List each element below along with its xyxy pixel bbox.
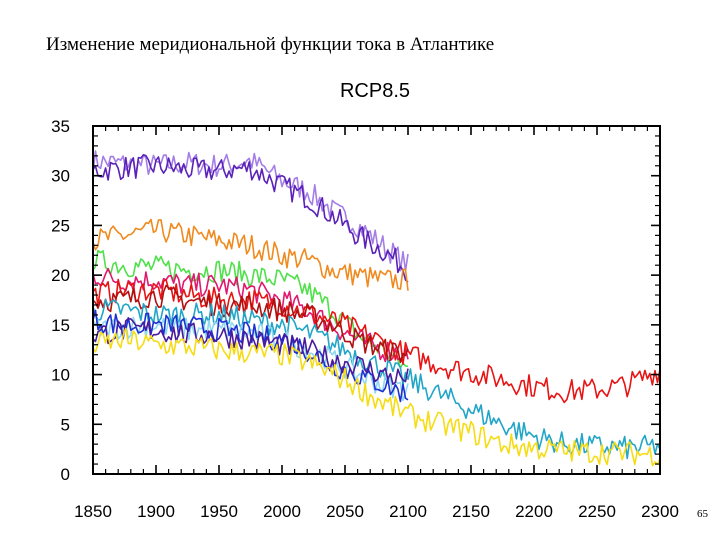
- chart-title: RCP8.5: [340, 80, 410, 102]
- series-layer: [92, 150, 661, 467]
- x-tick-label: 2050: [326, 502, 364, 521]
- x-tick-label: 2000: [263, 502, 301, 521]
- page-number: 65: [697, 508, 708, 520]
- x-tick-label: 1900: [137, 502, 175, 521]
- y-tick-label: 0: [61, 465, 70, 484]
- slide-title: Изменение меридиональной функции тока в …: [46, 34, 495, 55]
- series-line-2: [92, 154, 409, 283]
- y-tick-label: 10: [51, 366, 70, 385]
- y-tick-label: 25: [51, 216, 70, 235]
- x-tick-label: 2200: [515, 502, 553, 521]
- series-line-11: [92, 317, 409, 386]
- x-tick-label: 2150: [452, 502, 490, 521]
- series-line-1: [92, 150, 409, 272]
- y-tick-label: 15: [51, 316, 70, 335]
- x-tick-label: 2250: [578, 502, 616, 521]
- y-tick-label: 35: [51, 117, 70, 136]
- x-tick-label: 1850: [74, 502, 112, 521]
- y-tick-label: 30: [51, 167, 70, 186]
- series-line-6: [92, 278, 661, 404]
- x-tick-label: 2300: [641, 502, 679, 521]
- y-tick-label: 5: [61, 415, 70, 434]
- series-line-3: [92, 218, 409, 291]
- series-line-5: [92, 267, 409, 364]
- x-tick-label: 2100: [389, 502, 427, 521]
- x-tick-label: 1950: [200, 502, 238, 521]
- series-line-12: [92, 327, 661, 467]
- plot-frame: [92, 125, 661, 475]
- y-tick-label: 20: [51, 266, 70, 285]
